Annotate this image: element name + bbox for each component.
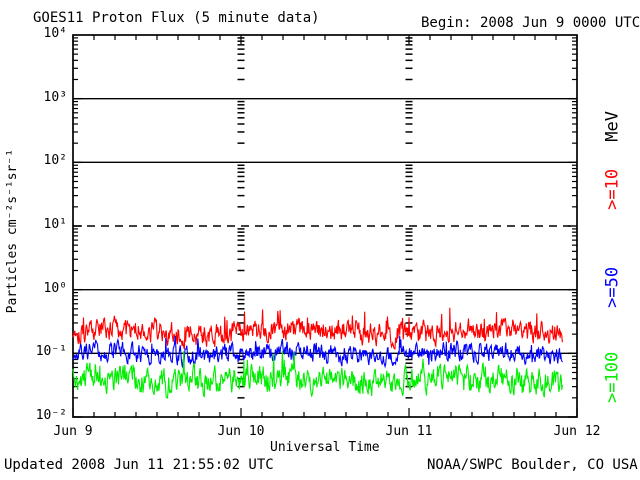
x-tick-label-jun10: Jun 10	[217, 424, 265, 439]
y-tick-label-1e-2: 10⁻²	[35, 408, 67, 423]
begin-time-label: Begin: 2008 Jun 9 0000 UTC	[421, 15, 640, 31]
y-tick-label-1e1: 10¹	[43, 217, 67, 232]
y-tick-label-1e0: 10⁰	[43, 281, 67, 296]
updated-timestamp: Updated 2008 Jun 11 21:55:02 UTC	[4, 457, 274, 473]
series-label-ge50: >=50	[602, 266, 623, 308]
x-tick-label-jun9: Jun 9	[53, 424, 93, 439]
x-tick-label-jun11: Jun 11	[385, 424, 433, 439]
series-label-ge100: >=100	[602, 351, 623, 403]
chart-title: GOES11 Proton Flux (5 minute data)	[33, 10, 320, 26]
y-axis-label: Particles cm⁻²s⁻¹sr⁻¹	[4, 148, 20, 314]
y-tick-label-1e4: 10⁴	[43, 26, 67, 41]
y-tick-label-1e2: 10²	[43, 153, 67, 168]
series-label-ge10: >=10	[602, 168, 623, 210]
flux-trace-100	[72, 350, 563, 399]
x-tick-label-jun12: Jun 12	[553, 424, 601, 439]
flux-trace-10	[72, 307, 563, 350]
source-attribution: NOAA/SWPC Boulder, CO USA	[427, 457, 638, 473]
y-tick-label-1e-1: 10⁻¹	[35, 344, 67, 359]
y-tick-label-1e3: 10³	[43, 90, 67, 105]
x-axis-title: Universal Time	[270, 440, 380, 455]
flux-trace-50	[72, 335, 563, 369]
